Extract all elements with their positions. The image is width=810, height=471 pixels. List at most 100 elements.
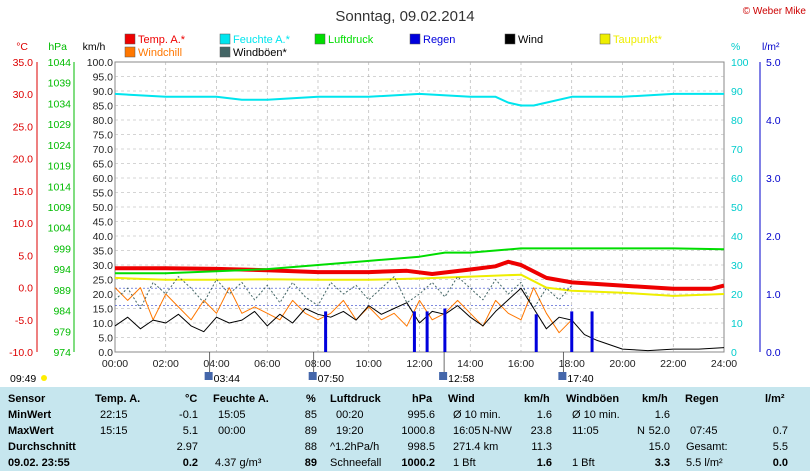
hpa-tick-label: 994 [53, 264, 71, 276]
luftdruck-header: Luftdruck [330, 393, 381, 405]
marker-icon [308, 372, 317, 380]
temp-tick-label: -5.0 [15, 315, 33, 327]
chart-title: Sonntag, 09.02.2014 [335, 8, 474, 25]
hpa-axis-unit: hPa [48, 41, 67, 53]
regen-bar [425, 311, 429, 352]
legend-swatch [219, 33, 231, 45]
copyright-text: © Weber Mike [743, 6, 807, 17]
rain-tick-label: 5.0 [766, 57, 781, 69]
row-label-max: MaxWert [8, 425, 54, 437]
wind-max-dir: N-NW [482, 425, 512, 437]
windboeen-bft: 1 Bft [572, 457, 595, 469]
legend-swatch [504, 33, 516, 45]
luftdruck-max-value: 1000.8 [401, 425, 435, 437]
hpa-tick-label: 1034 [48, 98, 72, 110]
hpa-tick-label: 974 [53, 347, 71, 359]
kmh-tick-label: 75.0 [93, 130, 114, 142]
hpa-tick-label: 1039 [48, 78, 72, 90]
feuchte-current-value: 89 [304, 457, 317, 469]
x-tick-label: 04:00 [203, 358, 229, 370]
regen-header: Regen [685, 393, 719, 405]
wind-unit: km/h [524, 393, 550, 405]
kmh-tick-label: 40.0 [93, 231, 114, 243]
kmh-tick-label: 15.0 [93, 304, 114, 316]
windboeen-max-dir: N [637, 425, 645, 437]
marker-icon [558, 372, 567, 380]
luftdruck-max-time: 19:20 [336, 425, 364, 437]
rain-tick-label: 1.0 [766, 289, 781, 301]
row-label-current: 09.02. 23:55 [8, 457, 70, 469]
regen-max-time: 07:45 [690, 425, 718, 437]
legend-label: Windböen* [233, 47, 288, 59]
feuchte-max-value: 89 [304, 425, 317, 437]
hpa-tick-label: 1009 [48, 202, 72, 214]
temp-max-value: 5.1 [182, 425, 198, 437]
hpa-tick-label: 1024 [48, 140, 72, 152]
row-label-avg: Durchschnitt [8, 441, 76, 453]
x-tick-label: 10:00 [356, 358, 382, 370]
windboeen-header: Windböen [566, 393, 620, 405]
sun-icon [41, 375, 47, 381]
x-tick-label: 18:00 [559, 358, 585, 370]
kmh-tick-label: 45.0 [93, 217, 114, 229]
pct-tick-label: 10 [731, 318, 743, 330]
marker-label: 03:44 [214, 373, 240, 385]
marker-label: 17:40 [567, 373, 593, 385]
regen-unit: l/m² [765, 393, 785, 405]
windboeen-max-time: 11:05 [572, 425, 599, 437]
hpa-tick-label: 984 [53, 306, 71, 318]
series-line [114, 276, 573, 309]
feuchte-min-time: 15:05 [218, 409, 246, 421]
legend-swatch [219, 46, 231, 58]
kmh-tick-label: 5.0 [98, 333, 113, 345]
left-time-label: 09:49 [10, 373, 36, 385]
sensor-header: Sensor [8, 393, 46, 405]
hpa-tick-label: 1019 [48, 161, 72, 173]
series-line [114, 273, 725, 297]
regen-max-value: 0.7 [772, 425, 788, 437]
kmh-tick-label: 30.0 [93, 260, 114, 272]
hpa-tick-label: 1004 [48, 223, 72, 235]
windboeen-avg-value: 15.0 [648, 441, 670, 453]
windboeen-current-value: 3.3 [654, 457, 670, 469]
x-tick-label: 20:00 [609, 358, 635, 370]
kmh-tick-label: 95.0 [93, 72, 114, 84]
kmh-tick-label: 10.0 [93, 318, 114, 330]
legend-swatch [314, 33, 326, 45]
x-tick-label: 00:00 [102, 358, 128, 370]
rain-axis-unit: l/m² [762, 41, 780, 53]
pct-tick-label: 90 [731, 86, 743, 98]
x-tick-label: 08:00 [305, 358, 331, 370]
temp-tick-label: 35.0 [13, 57, 34, 69]
marker-label: 12:58 [448, 373, 474, 385]
temp-min-time: 22:15 [100, 409, 128, 421]
legend-swatch [409, 33, 421, 45]
regen-total-amount: 5.5 l/m² [686, 457, 723, 469]
pct-axis-unit: % [731, 41, 740, 53]
luftdruck-current-value: 1000.2 [401, 457, 435, 469]
rain-tick-label: 3.0 [766, 173, 781, 185]
pct-tick-label: 40 [731, 231, 743, 243]
kmh-tick-label: 55.0 [93, 188, 114, 200]
pct-tick-label: 20 [731, 289, 743, 301]
temp-min-value: -0.1 [179, 409, 198, 421]
legend-label: Luftdruck [328, 34, 374, 46]
regen-current-value: 0.0 [772, 457, 788, 469]
x-tick-label: 16:00 [508, 358, 534, 370]
kmh-tick-label: 20.0 [93, 289, 114, 301]
x-tick-label: 24:00 [711, 358, 737, 370]
wind-current-value: 1.6 [536, 457, 552, 469]
temp-tick-label: 25.0 [13, 121, 34, 133]
temp-tick-label: 15.0 [13, 186, 34, 198]
pct-tick-label: 30 [731, 260, 743, 272]
hpa-tick-label: 989 [53, 285, 71, 297]
pct-tick-label: 70 [731, 144, 743, 156]
legend-label: Temp. A.* [138, 34, 186, 46]
hpa-tick-label: 1014 [48, 181, 72, 193]
legend-swatch [124, 33, 136, 45]
wind-avg-label: Ø 10 min. [453, 409, 501, 421]
regen-bar [443, 308, 447, 352]
hpa-tick-label: 979 [53, 326, 71, 338]
series-line [114, 287, 725, 352]
wind-bft: 1 Bft [453, 457, 476, 469]
